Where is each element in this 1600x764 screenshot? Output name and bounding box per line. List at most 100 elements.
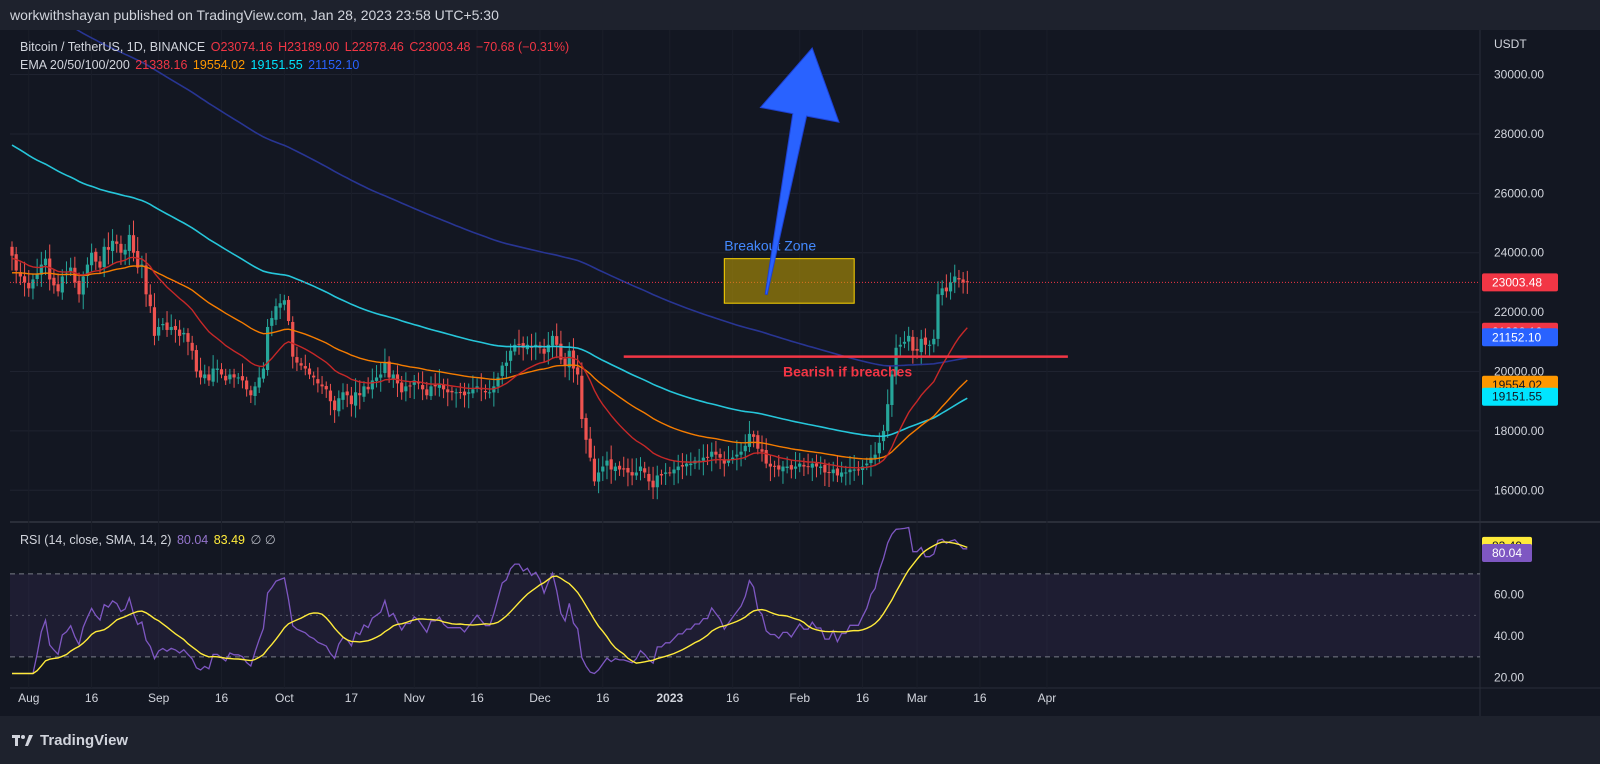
candle[interactable] bbox=[521, 336, 525, 361]
candle[interactable] bbox=[307, 362, 312, 380]
candle[interactable] bbox=[18, 262, 22, 286]
candle[interactable] bbox=[613, 462, 617, 481]
candle[interactable] bbox=[580, 362, 584, 429]
candle[interactable] bbox=[500, 362, 504, 385]
candle[interactable] bbox=[22, 261, 27, 297]
candle[interactable] bbox=[341, 383, 345, 410]
candle[interactable] bbox=[467, 383, 471, 409]
candle[interactable] bbox=[27, 270, 31, 297]
candle[interactable] bbox=[643, 461, 647, 479]
candle[interactable] bbox=[622, 456, 626, 477]
tradingview-brand[interactable]: TradingView bbox=[12, 732, 128, 749]
candle[interactable] bbox=[194, 345, 198, 378]
candle[interactable] bbox=[211, 355, 215, 387]
candle[interactable] bbox=[102, 238, 106, 278]
candle[interactable] bbox=[215, 359, 219, 383]
candle[interactable] bbox=[647, 466, 651, 491]
candle[interactable] bbox=[249, 385, 253, 403]
candle[interactable] bbox=[454, 388, 458, 408]
candle[interactable] bbox=[198, 357, 203, 385]
candle[interactable] bbox=[69, 257, 73, 276]
candle[interactable] bbox=[509, 343, 513, 374]
candle[interactable] bbox=[110, 229, 115, 266]
candle[interactable] bbox=[395, 365, 400, 398]
candle[interactable] bbox=[605, 451, 609, 480]
candle[interactable] bbox=[119, 235, 123, 265]
candle[interactable] bbox=[701, 444, 705, 476]
candle[interactable] bbox=[881, 424, 886, 451]
candle[interactable] bbox=[278, 293, 282, 320]
candle[interactable] bbox=[617, 461, 622, 476]
candle[interactable] bbox=[90, 243, 94, 273]
candle[interactable] bbox=[349, 386, 353, 417]
candle[interactable] bbox=[203, 364, 207, 384]
candle[interactable] bbox=[923, 328, 928, 355]
candle[interactable] bbox=[659, 469, 664, 485]
candle[interactable] bbox=[483, 384, 488, 400]
candle[interactable] bbox=[358, 380, 362, 410]
candle[interactable] bbox=[165, 311, 169, 337]
candle[interactable] bbox=[844, 465, 848, 486]
candle[interactable] bbox=[739, 442, 743, 467]
candle[interactable] bbox=[178, 320, 182, 346]
candle[interactable] bbox=[131, 220, 136, 262]
candle[interactable] bbox=[592, 445, 597, 486]
candle[interactable] bbox=[291, 316, 295, 369]
candle[interactable] bbox=[265, 319, 270, 376]
candle[interactable] bbox=[253, 381, 257, 406]
candle[interactable] bbox=[772, 460, 777, 478]
candle[interactable] bbox=[961, 272, 965, 294]
candle[interactable] bbox=[240, 363, 245, 389]
candle[interactable] bbox=[634, 458, 638, 480]
candle[interactable] bbox=[835, 455, 840, 483]
candle[interactable] bbox=[123, 243, 127, 265]
candle[interactable] bbox=[374, 365, 379, 388]
candle[interactable] bbox=[270, 310, 274, 337]
candle[interactable] bbox=[609, 445, 613, 484]
candle[interactable] bbox=[475, 378, 479, 393]
candle[interactable] bbox=[224, 368, 228, 385]
candle[interactable] bbox=[726, 446, 731, 467]
candle[interactable] bbox=[668, 466, 672, 477]
candle[interactable] bbox=[31, 273, 35, 300]
candle[interactable] bbox=[806, 453, 810, 475]
candle[interactable] bbox=[752, 430, 756, 448]
candle[interactable] bbox=[827, 462, 831, 488]
candle[interactable] bbox=[877, 432, 881, 464]
candle[interactable] bbox=[446, 378, 450, 407]
candle[interactable] bbox=[940, 280, 944, 306]
price-chart[interactable]: Breakout Zone Bearish if breaches 30000.0… bbox=[0, 30, 1600, 716]
candle[interactable] bbox=[948, 272, 953, 300]
candle[interactable] bbox=[802, 457, 806, 477]
up-arrow-icon[interactable] bbox=[759, 47, 840, 296]
candle[interactable] bbox=[362, 381, 366, 402]
candle[interactable] bbox=[555, 323, 559, 359]
candle[interactable] bbox=[567, 342, 571, 381]
candle[interactable] bbox=[840, 461, 844, 483]
candle[interactable] bbox=[731, 450, 735, 464]
candle[interactable] bbox=[588, 426, 592, 462]
candle[interactable] bbox=[705, 444, 710, 466]
candle[interactable] bbox=[232, 368, 236, 388]
candle[interactable] bbox=[43, 250, 48, 276]
candle[interactable] bbox=[462, 382, 467, 408]
candle[interactable] bbox=[902, 331, 907, 349]
candle[interactable] bbox=[542, 338, 546, 363]
candle[interactable] bbox=[710, 442, 714, 472]
candle[interactable] bbox=[56, 273, 60, 297]
candle[interactable] bbox=[299, 357, 303, 371]
candle[interactable] bbox=[35, 258, 39, 287]
candle[interactable] bbox=[429, 376, 433, 401]
candle[interactable] bbox=[932, 329, 936, 353]
candle[interactable] bbox=[601, 456, 605, 481]
candle[interactable] bbox=[504, 350, 509, 379]
candle[interactable] bbox=[793, 451, 798, 479]
candle[interactable] bbox=[814, 454, 819, 478]
candle[interactable] bbox=[911, 330, 915, 364]
candle[interactable] bbox=[860, 459, 865, 485]
candle[interactable] bbox=[550, 330, 555, 358]
candle[interactable] bbox=[85, 257, 90, 288]
candle[interactable] bbox=[94, 248, 98, 270]
candle[interactable] bbox=[571, 338, 576, 383]
candle[interactable] bbox=[312, 371, 316, 386]
